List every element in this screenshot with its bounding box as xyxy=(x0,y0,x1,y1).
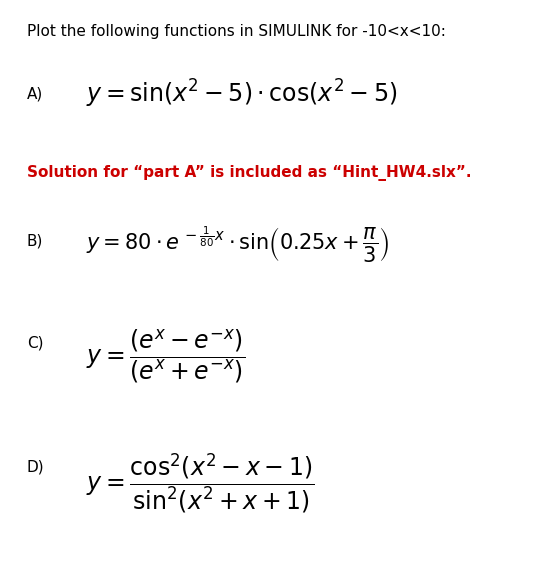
Text: A): A) xyxy=(27,86,43,101)
Text: $y = \dfrac{\cos^2\!\left(x^2 - x - 1\right)}{\sin^2\!\left(x^2 + x + 1\right)}$: $y = \dfrac{\cos^2\!\left(x^2 - x - 1\ri… xyxy=(86,451,315,515)
Text: $y = \sin\!\left(x^2 - 5\right) \cdot \cos\!\left(x^2 - 5\right)$: $y = \sin\!\left(x^2 - 5\right) \cdot \c… xyxy=(86,78,398,110)
Text: B): B) xyxy=(27,233,43,248)
Text: Plot the following functions in SIMULINK for -10<x<10:: Plot the following functions in SIMULINK… xyxy=(27,24,446,39)
Text: $y = \dfrac{\left(e^{x} - e^{-x}\right)}{\left(e^{x} + e^{-x}\right)}$: $y = \dfrac{\left(e^{x} - e^{-x}\right)}… xyxy=(86,327,246,385)
Text: C): C) xyxy=(27,335,43,350)
Text: $y = 80 \cdot e^{\,-\frac{1}{80}x} \cdot \sin\!\left(0.25x + \dfrac{\pi}{3}\righ: $y = 80 \cdot e^{\,-\frac{1}{80}x} \cdot… xyxy=(86,225,390,265)
Text: D): D) xyxy=(27,460,44,475)
Text: Solution for “part A” is included as “Hint_HW4.slx”.: Solution for “part A” is included as “Hi… xyxy=(27,165,472,182)
